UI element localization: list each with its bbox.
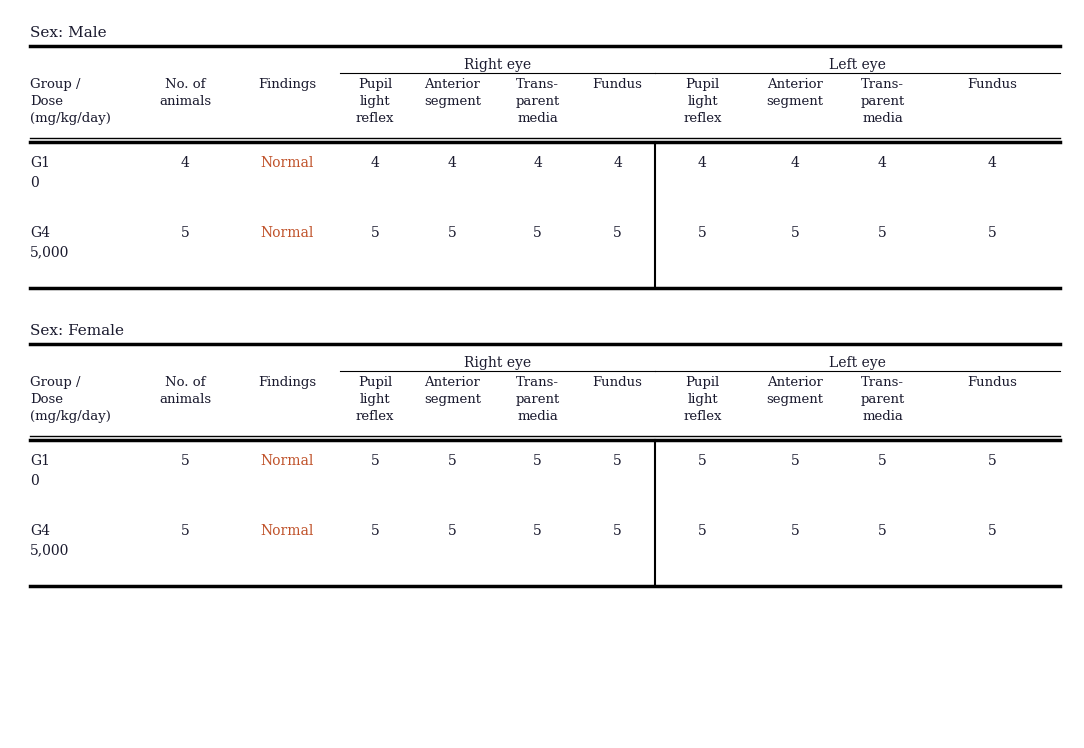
Text: Group /
Dose
(mg/kg/day): Group / Dose (mg/kg/day)	[30, 376, 111, 423]
Text: Sex: Female: Sex: Female	[30, 324, 124, 338]
Text: 5: 5	[878, 454, 887, 468]
Text: 5: 5	[448, 454, 456, 468]
Text: 4: 4	[448, 156, 457, 170]
Text: 5: 5	[989, 226, 997, 240]
Text: 5: 5	[533, 454, 542, 468]
Text: Fundus: Fundus	[593, 78, 643, 91]
Text: Normal: Normal	[261, 226, 314, 240]
Text: 4: 4	[698, 156, 707, 170]
Text: G4
5,000: G4 5,000	[30, 524, 69, 557]
Text: 5: 5	[371, 226, 379, 240]
Text: 5: 5	[698, 226, 707, 240]
Text: 5: 5	[790, 226, 799, 240]
Text: 5: 5	[790, 454, 799, 468]
Text: Fundus: Fundus	[593, 376, 643, 389]
Text: Findings: Findings	[258, 78, 317, 91]
Text: 4: 4	[988, 156, 997, 170]
Text: 5: 5	[878, 226, 887, 240]
Text: 5: 5	[533, 226, 542, 240]
Text: Normal: Normal	[261, 524, 314, 538]
Text: 5: 5	[371, 524, 379, 538]
Text: 5: 5	[614, 524, 622, 538]
Text: 4: 4	[614, 156, 622, 170]
Text: Findings: Findings	[258, 376, 317, 389]
Text: Normal: Normal	[261, 454, 314, 468]
Text: 5: 5	[181, 226, 190, 240]
Text: Right eye: Right eye	[464, 58, 531, 72]
Text: Pupil
light
reflex: Pupil light reflex	[683, 376, 722, 423]
Text: G4
5,000: G4 5,000	[30, 226, 69, 260]
Text: Normal: Normal	[261, 156, 314, 170]
Text: Pupil
light
reflex: Pupil light reflex	[356, 78, 395, 125]
Text: Sex: Male: Sex: Male	[30, 26, 106, 40]
Text: 5: 5	[698, 524, 707, 538]
Text: 5: 5	[698, 454, 707, 468]
Text: 4: 4	[533, 156, 542, 170]
Text: 5: 5	[614, 226, 622, 240]
Text: Trans-
parent
media: Trans- parent media	[515, 78, 559, 125]
Text: Pupil
light
reflex: Pupil light reflex	[683, 78, 722, 125]
Text: G1
0: G1 0	[30, 454, 50, 488]
Text: Group /
Dose
(mg/kg/day): Group / Dose (mg/kg/day)	[30, 78, 111, 125]
Text: Fundus: Fundus	[968, 376, 1018, 389]
Text: Right eye: Right eye	[464, 356, 531, 370]
Text: 5: 5	[989, 454, 997, 468]
Text: No. of
animals: No. of animals	[159, 78, 211, 108]
Text: 5: 5	[614, 454, 622, 468]
Text: 5: 5	[790, 524, 799, 538]
Text: Fundus: Fundus	[968, 78, 1018, 91]
Text: 4: 4	[878, 156, 887, 170]
Text: 5: 5	[878, 524, 887, 538]
Text: Trans-
parent
media: Trans- parent media	[861, 376, 905, 423]
Text: 4: 4	[790, 156, 799, 170]
Text: G1
0: G1 0	[30, 156, 50, 189]
Text: Left eye: Left eye	[829, 356, 886, 370]
Text: No. of
animals: No. of animals	[159, 376, 211, 406]
Text: 5: 5	[181, 524, 190, 538]
Text: 4: 4	[371, 156, 379, 170]
Text: 5: 5	[533, 524, 542, 538]
Text: 5: 5	[989, 524, 997, 538]
Text: Anterior
segment: Anterior segment	[424, 376, 481, 406]
Text: 4: 4	[181, 156, 190, 170]
Text: Trans-
parent
media: Trans- parent media	[515, 376, 559, 423]
Text: Pupil
light
reflex: Pupil light reflex	[356, 376, 395, 423]
Text: Anterior
segment: Anterior segment	[424, 78, 481, 108]
Text: Trans-
parent
media: Trans- parent media	[861, 78, 905, 125]
Text: Anterior
segment: Anterior segment	[766, 78, 824, 108]
Text: 5: 5	[448, 524, 456, 538]
Text: Left eye: Left eye	[829, 58, 886, 72]
Text: 5: 5	[448, 226, 456, 240]
Text: 5: 5	[371, 454, 379, 468]
Text: 5: 5	[181, 454, 190, 468]
Text: Anterior
segment: Anterior segment	[766, 376, 824, 406]
